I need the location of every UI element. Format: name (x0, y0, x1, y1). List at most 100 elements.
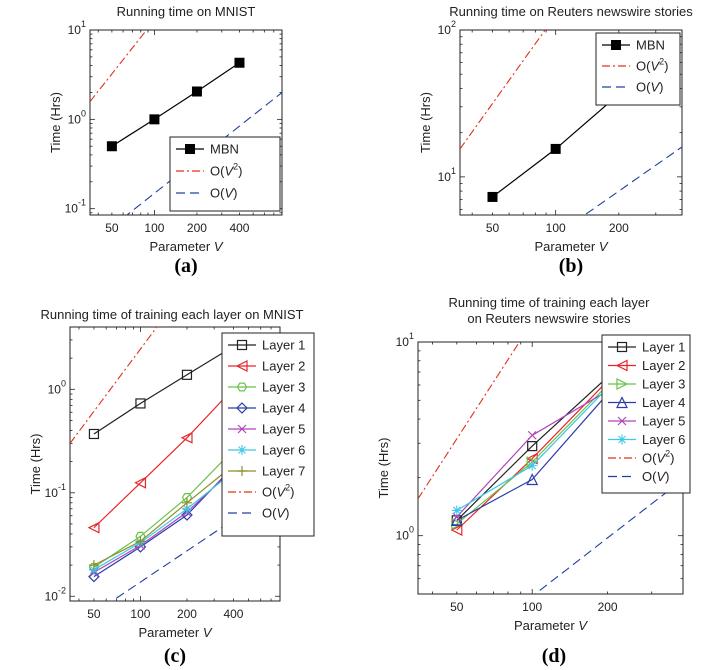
legend-label: Layer 5 (262, 422, 305, 437)
x-tick-label: 200 (598, 600, 618, 614)
data-point (527, 460, 538, 471)
chart-panel-c: Running time of training each layer on M… (28, 307, 315, 667)
legend-marker (236, 382, 248, 392)
x-axis-label: Parameter V (139, 625, 213, 640)
data-point (527, 430, 537, 440)
legend-label: Layer 3 (262, 380, 305, 395)
legend-label: Layer 2 (262, 359, 305, 374)
x-tick-label: 100 (522, 600, 542, 614)
legend-marker (616, 396, 628, 409)
y-tick-label: 102 (438, 19, 456, 37)
series-line-d-7 (534, 479, 683, 594)
data-point (234, 57, 245, 68)
data-point (106, 141, 117, 152)
series-line-c-0 (93, 345, 234, 435)
x-tick-label: 50 (87, 607, 101, 621)
legend-label: O(V2) (210, 162, 242, 179)
x-axis: 50 100 200 (471, 30, 683, 235)
y-tick-label: 100 (396, 525, 414, 543)
series-line-c-6 (93, 464, 234, 566)
series-line-d-2 (456, 384, 609, 525)
data-point (180, 431, 193, 444)
plot-area-frame (89, 29, 283, 216)
legend-marker (616, 341, 628, 353)
x-tick-label: 200 (609, 221, 629, 235)
series-line-d-0 (456, 376, 609, 521)
legend-label: MBN (636, 38, 665, 53)
y-axis-label: Time (Hrs) (48, 92, 63, 153)
legend-label: O(V) (262, 506, 289, 521)
data-point (135, 398, 146, 409)
x-tick-label: 400 (223, 607, 243, 621)
legend: Layer 1 Layer 2 Layer 3 Layer 4 Layer 5 Layer… (601, 334, 691, 494)
chart-title-line2: on Reuters newswire stories (467, 311, 631, 326)
series-line-d-6 (418, 342, 521, 500)
chart-title: Running time on MNIST (117, 4, 256, 19)
x-axis-label: Parameter V (535, 239, 609, 254)
y-tick-label: 101 (396, 331, 414, 349)
series-line-c-1 (93, 387, 234, 529)
legend-marker (616, 378, 629, 390)
chart-title: Running time on Reuters newswire stories (449, 4, 693, 19)
data-point (135, 536, 146, 547)
legend-marker (235, 360, 248, 372)
y-axis: 101 102 (438, 19, 682, 210)
legend-marker (611, 40, 621, 50)
x-tick-label: 100 (130, 607, 150, 621)
series-line-d-3 (456, 393, 609, 521)
legend-label: O(V2) (642, 449, 674, 466)
x-axis-label: Parameter V (150, 239, 224, 254)
chart-panel-b: Running time on Reuters newswire stories… (418, 4, 693, 277)
y-axis-label: Time (Hrs) (28, 434, 43, 495)
legend: MBN O(V2) O(V) (169, 136, 281, 212)
x-tick-label: 400 (229, 221, 249, 235)
data-point (134, 476, 147, 489)
data-point (452, 512, 462, 522)
x-tick-label: 200 (187, 221, 207, 235)
legend-marker (615, 359, 628, 372)
legend-marker (617, 434, 627, 445)
y-tick-label: 100 (68, 108, 86, 126)
x-tick-label: 200 (177, 607, 197, 621)
legend-marker (236, 402, 248, 414)
data-point (450, 514, 463, 526)
legend-label: O(V) (636, 80, 663, 95)
legend-label: Layer 1 (262, 338, 305, 353)
plot-area-frame (459, 29, 683, 216)
chart-panel-a: Running time on MNIST 10-1 100 101 50 100 200 4… (48, 4, 283, 277)
data-point (87, 521, 100, 534)
series-line-a-2 (126, 92, 282, 215)
legend-label: O(V) (642, 469, 669, 484)
legend-marker (617, 416, 627, 426)
legend-box (601, 334, 691, 494)
legend-marker (237, 466, 247, 476)
legend-label: Layer 6 (262, 443, 305, 458)
data-point (181, 503, 192, 514)
series-line-c-4 (93, 468, 234, 573)
data-point (191, 86, 202, 97)
legend-label: O(V2) (636, 57, 668, 74)
legend: Layer 1 Layer 2 Layer 3 Layer 4 Layer 5 Layer… (221, 332, 315, 537)
panel-caption: (d) (542, 645, 566, 667)
legend-label: Layer 1 (642, 340, 685, 355)
x-axis: 50 100 200 400 (78, 327, 281, 621)
data-point (181, 509, 193, 521)
y-axis-label: Time (Hrs) (376, 438, 391, 499)
data-point (451, 517, 464, 530)
legend-label: O(V2) (262, 483, 294, 500)
x-tick-label: 50 (450, 600, 464, 614)
data-point (487, 191, 498, 202)
legend-marker (236, 339, 248, 351)
x-tick-label: 100 (546, 221, 566, 235)
legend-marker (237, 445, 247, 455)
chart-title: Running time of training each layer on M… (40, 307, 303, 322)
data-point (451, 505, 462, 516)
x-tick-label: 50 (486, 221, 500, 235)
series-line-a-1 (90, 30, 148, 102)
legend-label: Layer 2 (642, 358, 685, 373)
series-line-b-2 (583, 146, 682, 215)
legend-label: Layer 4 (642, 395, 685, 410)
panel-caption: (b) (559, 255, 583, 277)
